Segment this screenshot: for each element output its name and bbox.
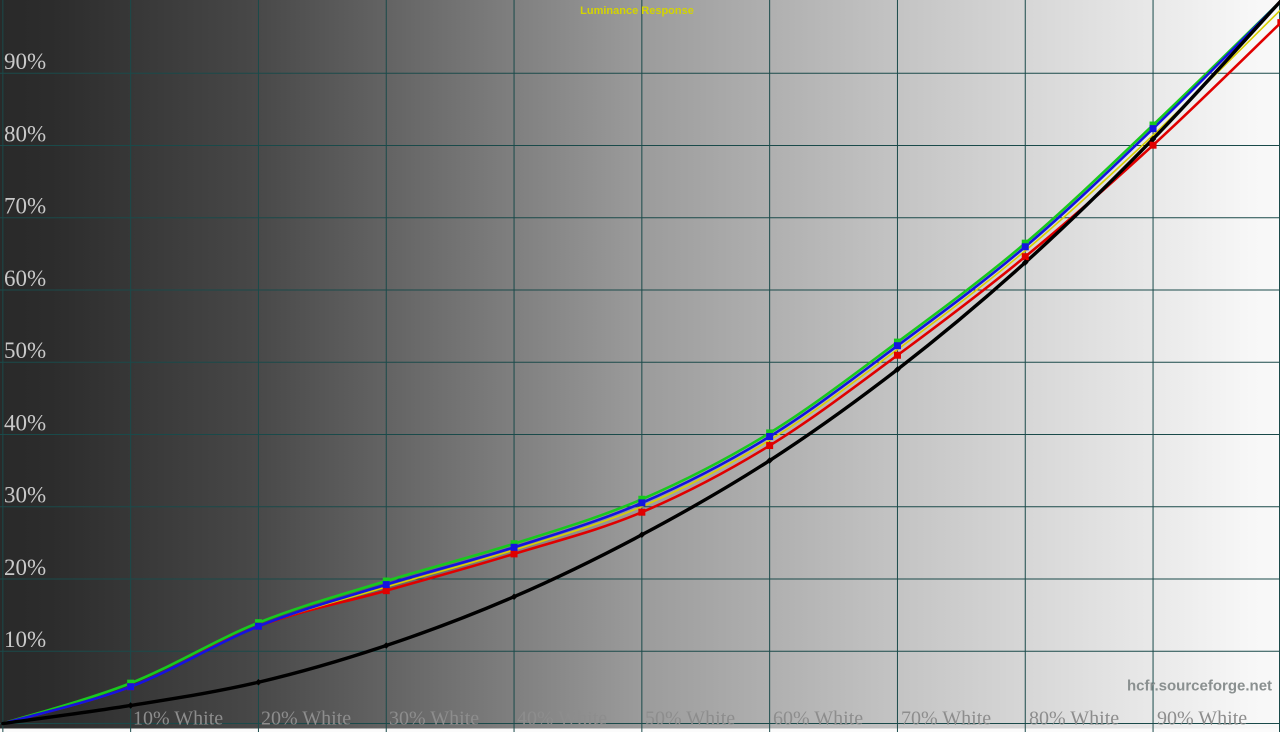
- svg-text:50%: 50%: [4, 338, 46, 363]
- svg-text:hcfr.sourceforge.net: hcfr.sourceforge.net: [1127, 678, 1272, 695]
- svg-text:90% White: 90% White: [1157, 708, 1247, 730]
- svg-text:60%: 60%: [4, 266, 46, 291]
- svg-text:80% White: 80% White: [1029, 708, 1119, 730]
- svg-text:80%: 80%: [4, 121, 46, 146]
- svg-text:70%: 70%: [4, 194, 46, 219]
- svg-text:70% White: 70% White: [901, 708, 991, 730]
- svg-text:10% White: 10% White: [133, 708, 223, 730]
- svg-text:40%: 40%: [4, 410, 46, 435]
- svg-text:50% White: 50% White: [645, 708, 735, 730]
- svg-text:90%: 90%: [4, 49, 46, 74]
- svg-text:20%: 20%: [4, 555, 46, 580]
- svg-text:30%: 30%: [4, 483, 46, 508]
- svg-text:10%: 10%: [4, 627, 46, 652]
- svg-text:Luminance Response: Luminance Response: [580, 5, 694, 17]
- svg-text:60% White: 60% White: [773, 708, 863, 730]
- svg-text:40% White: 40% White: [517, 708, 607, 730]
- svg-text:20% White: 20% White: [261, 708, 351, 730]
- svg-text:30% White: 30% White: [389, 708, 479, 730]
